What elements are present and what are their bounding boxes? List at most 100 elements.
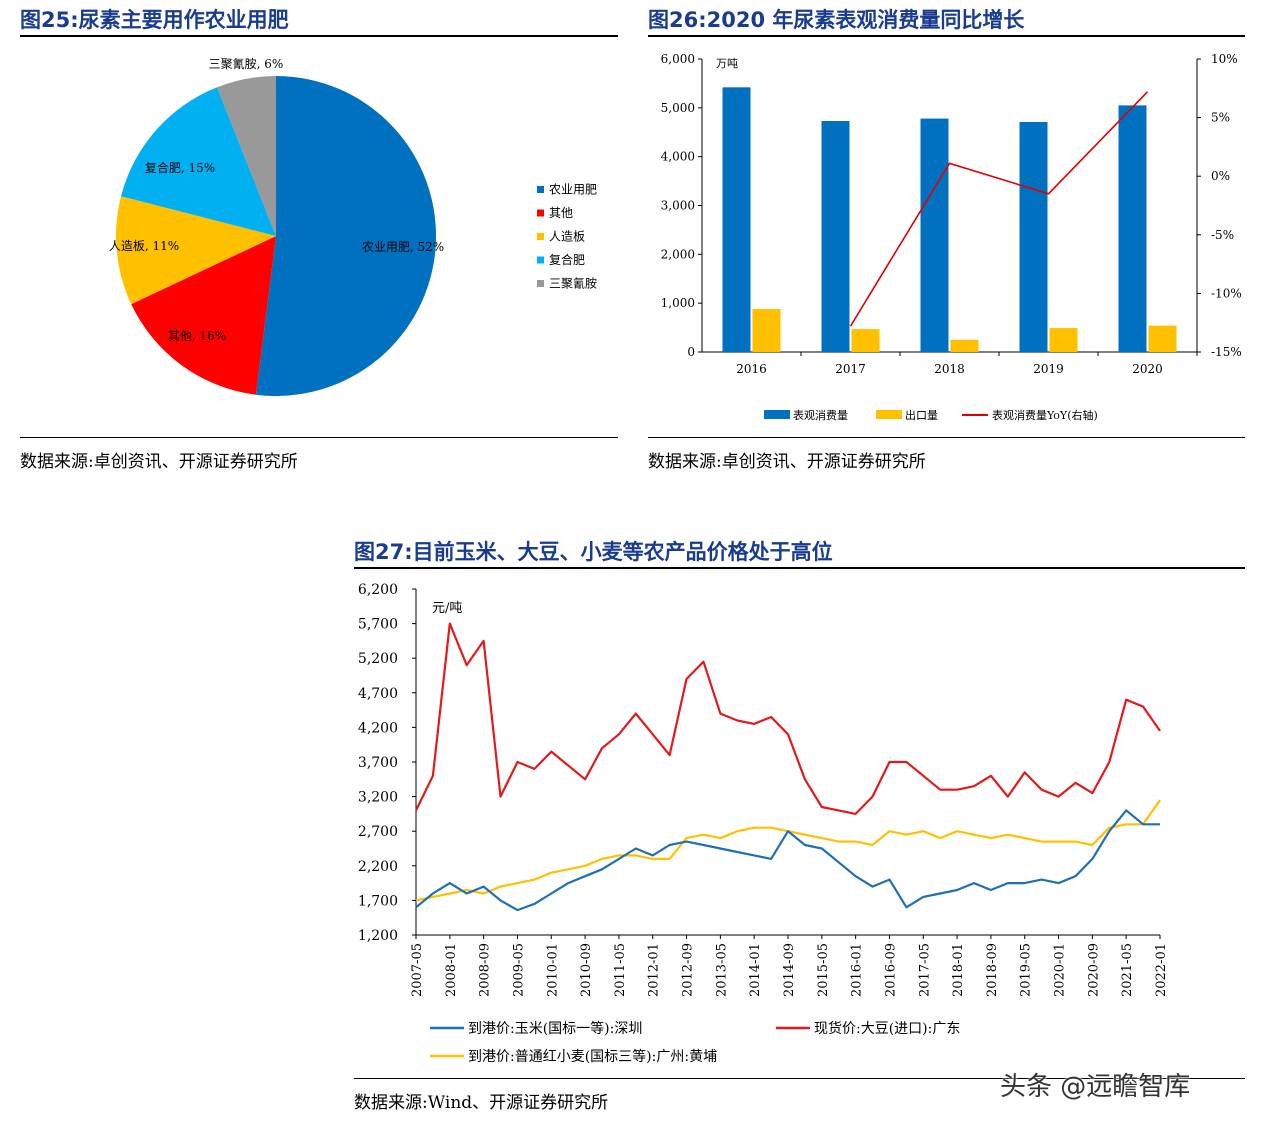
pie-data-label-1: 其他, 16% — [168, 329, 226, 343]
legend-swatch-0 — [537, 186, 544, 193]
fig25-pie-chart: 农业用肥, 52% 其他, 16% 人造板, 11% 复合肥, 15% 三聚氰胺, 6%… — [109, 56, 597, 396]
x-tick-label-2010-01: 2010-01 — [545, 943, 560, 997]
fig25-title: 图25:尿素主要用作农业用肥 — [20, 8, 289, 32]
bar-export-2018 — [950, 339, 979, 352]
x-tick-label-2019: 2019 — [1033, 362, 1064, 376]
y2-tick-label-0: -15% — [1211, 345, 1242, 359]
y2-tick-label-4: 5% — [1211, 111, 1230, 125]
y2-tick-label-2: -5% — [1211, 228, 1234, 242]
legend-swatch-4 — [537, 280, 544, 287]
series-line-1 — [415, 622, 1161, 815]
legend-label-export: 出口量 — [905, 408, 938, 422]
bar-export-2019 — [1049, 328, 1078, 352]
bar-export-2017 — [851, 329, 880, 352]
watermark: 头条 @远瞻智库 — [1000, 1072, 1191, 1102]
x-tick-label-2014-01: 2014-01 — [748, 943, 763, 997]
pie-slice-1 — [131, 236, 276, 395]
y2-tick-label-3: 0% — [1211, 169, 1230, 183]
y-tick-label-1: 1,700 — [358, 893, 398, 909]
fig27-line-chart: 1,200 1,700 2,200 2,700 3,200 3,700 4,200 4,700… — [358, 582, 1169, 1065]
x-tick-label-2018-01: 2018-01 — [951, 943, 966, 997]
y-tick-label-1: 1,000 — [661, 296, 695, 310]
series-line-0 — [415, 809, 1160, 912]
fig25-source: 数据来源:卓创资讯、开源证券研究所 — [20, 452, 298, 472]
fig26-title: 图26:2020 年尿素表观消费量同比增长 — [648, 8, 1025, 32]
x-tick-label-2016: 2016 — [736, 362, 767, 376]
y-tick-label-5: 5,000 — [661, 101, 695, 115]
fig26-source-rule — [648, 437, 1245, 438]
x-tick-label-2020-09: 2020-09 — [1086, 943, 1101, 997]
fig27-title: 图27:目前玉米、大豆、小麦等农产品价格处于高位 — [354, 540, 833, 564]
y-tick-label-4: 3,200 — [358, 790, 398, 806]
legend-swatch-export — [876, 410, 902, 419]
fig25-title-rule — [20, 35, 618, 37]
y-tick-label-0: 0 — [687, 345, 695, 359]
y-tick-label-3: 3,000 — [661, 199, 695, 213]
fig27-source-rule — [354, 1078, 1245, 1079]
x-tick-label-2012-01: 2012-01 — [647, 943, 662, 997]
pie-slice-3 — [121, 87, 276, 236]
y-tick-label-2: 2,200 — [358, 859, 398, 875]
x-tick-label-2016-01: 2016-01 — [850, 943, 865, 997]
fig26-source: 数据来源:卓创资讯、开源证券研究所 — [648, 452, 926, 472]
pie-data-label-0: 农业用肥, 52% — [362, 240, 444, 254]
legend-swatch-1 — [537, 209, 544, 217]
legend-label-1: 其他 — [549, 206, 573, 220]
bar-consumption-2020 — [1118, 105, 1147, 353]
unit-label: 元/吨 — [432, 601, 462, 616]
legend-label-4: 三聚氰胺 — [549, 276, 597, 291]
bar-export-2020 — [1148, 325, 1177, 352]
x-tick-label-2008-09: 2008-09 — [478, 943, 493, 997]
bar-consumption-2019 — [1019, 121, 1048, 353]
y-tick-label-4: 4,000 — [661, 150, 695, 164]
x-tick-label-2018: 2018 — [934, 362, 965, 376]
x-tick-label-2018-09: 2018-09 — [985, 943, 1000, 997]
fig27-source: 数据来源:Wind、开源证券研究所 — [354, 1093, 609, 1113]
legend-label-0: 农业用肥 — [549, 183, 597, 197]
fig26-bar-line-chart: 0 1,000 2,000 3,000 4,000 5,000 6,000 -15% -10% -… — [661, 52, 1242, 422]
pie-data-label-3: 复合肥, 15% — [145, 160, 215, 175]
x-tick-label-2015-05: 2015-05 — [816, 943, 831, 997]
y-tick-label-9: 5,700 — [358, 617, 398, 633]
legend-swatch-consumption — [764, 410, 790, 419]
x-tick-label-2014-09: 2014-09 — [782, 943, 797, 997]
bar-consumption-2017 — [821, 121, 850, 352]
x-tick-label-2021-05: 2021-05 — [1120, 943, 1135, 997]
pie-slice-4 — [217, 76, 276, 236]
x-tick-label-2020-01: 2020-01 — [1053, 943, 1068, 997]
fig26-title-rule — [648, 35, 1245, 37]
x-tick-label-2020: 2020 — [1132, 362, 1163, 376]
y-tick-label-2: 2,000 — [661, 247, 695, 261]
legend-label-yoy: 表观消费量YoY(右轴) — [992, 408, 1098, 422]
x-tick-label-2010-09: 2010-09 — [579, 943, 594, 997]
unit-label: 万吨 — [716, 57, 738, 70]
x-tick-label-2008-01: 2008-01 — [444, 943, 459, 997]
pie-slice-2 — [115, 196, 276, 305]
x-tick-label-2017: 2017 — [835, 362, 866, 376]
y-tick-label-6: 6,000 — [661, 52, 695, 66]
y2-tick-label-1: -10% — [1211, 286, 1242, 300]
pie-data-label-2: 人造板, 11% — [109, 239, 179, 253]
y-tick-label-7: 4,700 — [358, 686, 398, 702]
legend-label-2: 人造板 — [549, 230, 585, 244]
x-tick-label-2009-05: 2009-05 — [511, 943, 526, 997]
y-tick-label-0: 1,200 — [358, 928, 398, 944]
legend-swatch-3 — [537, 256, 544, 264]
legend-label-0: 到港价:玉米(国标一等):深圳 — [468, 1020, 642, 1037]
y-tick-label-6: 4,200 — [358, 720, 398, 736]
bar-consumption-2018 — [920, 118, 949, 353]
x-tick-label-2012-09: 2012-09 — [681, 943, 696, 997]
x-tick-label-2016-09: 2016-09 — [883, 943, 898, 997]
legend-swatch-2 — [537, 233, 544, 240]
pie-data-label-4: 三聚氰胺, 6% — [209, 56, 284, 71]
x-tick-label-2017-05: 2017-05 — [917, 943, 932, 997]
legend-label-3: 复合肥 — [549, 252, 585, 267]
legend-label-2: 到港价:普通红小麦(国标三等):广州:黄埔 — [468, 1048, 717, 1065]
y-tick-label-3: 2,700 — [358, 824, 398, 840]
x-tick-label-2011-05: 2011-05 — [613, 943, 628, 997]
x-tick-label-2013-05: 2013-05 — [714, 943, 729, 997]
fig25-source-rule — [20, 437, 618, 438]
y-tick-label-10: 6,200 — [358, 582, 398, 598]
pie-slice-0 — [255, 76, 436, 396]
y-tick-label-8: 5,200 — [358, 651, 398, 667]
